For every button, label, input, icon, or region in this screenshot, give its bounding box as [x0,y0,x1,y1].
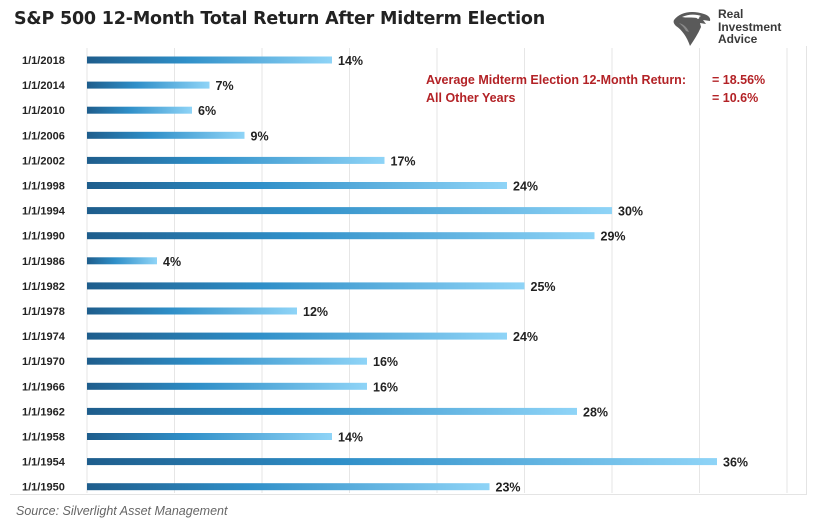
other-years-label: All Other Years [426,91,516,105]
avg-midterm-value: = 18.56% [712,73,766,87]
value-label: 7% [216,79,234,93]
category-label: 1/1/2018 [22,55,65,67]
value-label: 14% [338,54,363,68]
bar [87,458,717,466]
bar [87,131,245,139]
bar [87,433,332,440]
logo-line-investment: Investment [718,19,782,34]
category-label: 1/1/1990 [22,231,65,243]
value-label: 14% [338,431,363,445]
eagle-head-icon [673,12,711,46]
category-label: 1/1/1954 [22,457,66,469]
bar [87,81,210,89]
brand-logo: Real Investment Advice [670,6,800,50]
category-label: 1/1/1974 [22,331,66,343]
category-label: 1/1/2006 [22,130,65,142]
bar [87,332,507,340]
value-label: 24% [513,330,538,344]
category-label: 1/1/2014 [22,80,66,92]
category-label: 1/1/1978 [22,306,65,318]
category-label: 1/1/1962 [22,406,65,418]
category-label: 1/1/2002 [22,155,65,167]
value-label: 23% [496,481,521,495]
category-label: 1/1/1966 [22,381,65,393]
value-label: 17% [391,154,416,168]
bar [87,156,385,164]
value-label: 24% [513,180,538,194]
source-note: Source: Silverlight Asset Management [16,504,228,518]
plot-area [10,46,807,495]
category-label: 1/1/1970 [22,356,65,368]
logo-line-advice: Advice [718,32,758,46]
category-label: 1/1/1986 [22,256,65,268]
bar [87,182,507,189]
bar [87,357,367,365]
value-label: 28% [583,405,608,419]
bar [87,407,577,415]
category-label: 1/1/2010 [22,105,65,117]
logo-line-real: Real [718,7,744,21]
logo-text: Real Investment Advice [718,8,781,46]
category-label: 1/1/1998 [22,181,65,193]
value-label: 16% [373,355,398,369]
bar [87,483,490,491]
bar [87,56,332,64]
chart-title: S&P 500 12-Month Total Return After Midt… [14,9,545,29]
bar [87,382,367,390]
category-label: 1/1/1950 [22,482,65,494]
value-label: 29% [601,230,626,244]
bars: 1/1/2018 14% 1/1/2014 7% 1/1/2010 6% 1/1/2006 9… [22,54,748,495]
bar [87,282,525,290]
bar [87,106,192,114]
value-label: 30% [618,205,643,219]
value-label: 16% [373,380,398,394]
value-label: 12% [303,305,328,319]
bar [87,232,595,240]
value-label: 4% [163,255,181,269]
bar [87,207,612,215]
category-label: 1/1/1994 [22,206,66,218]
bar [87,257,157,265]
value-label: 36% [723,456,748,470]
bar [87,307,297,315]
value-label: 25% [531,280,556,294]
category-label: 1/1/1982 [22,281,65,293]
avg-midterm-label: Average Midterm Election 12-Month Return… [426,73,686,87]
category-label: 1/1/1958 [22,432,65,444]
value-label: 9% [251,129,269,143]
value-label: 6% [198,104,216,118]
other-years-value: = 10.6% [712,91,759,105]
gridlines [86,48,788,493]
